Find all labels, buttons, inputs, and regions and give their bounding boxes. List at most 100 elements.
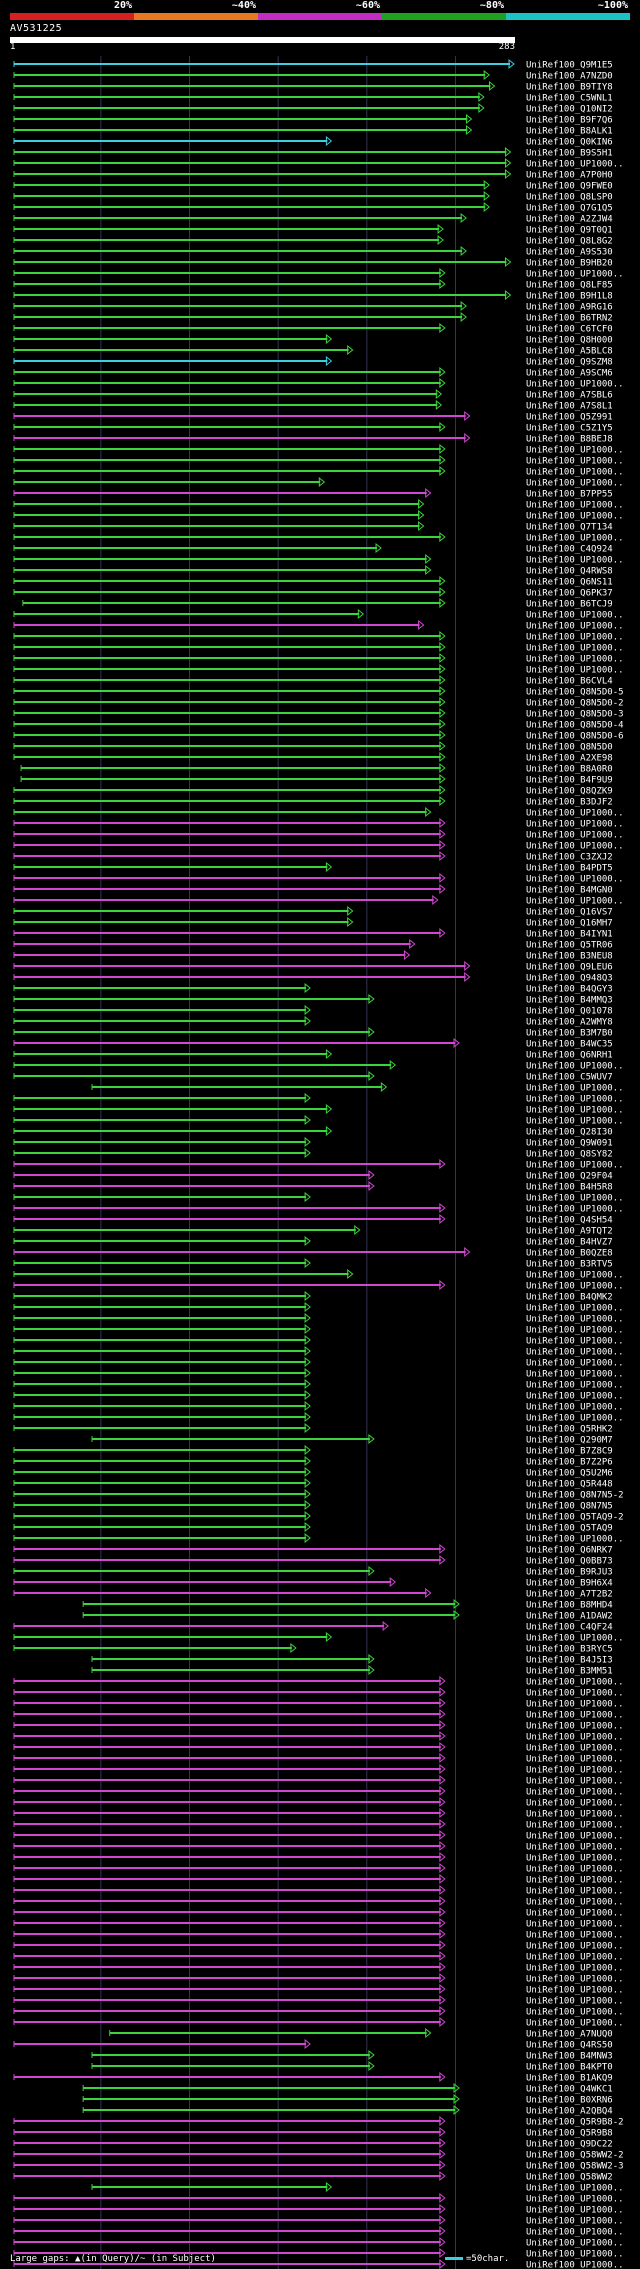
hit-row[interactable]: UniRef100_Q4WKC1: [82, 2082, 613, 2095]
hit-label[interactable]: UniRef100_UP1000..: [526, 457, 624, 467]
hit-label[interactable]: UniRef100_Q9M1E5: [526, 61, 613, 71]
hit-label[interactable]: UniRef100_C3ZXJ2: [526, 853, 613, 863]
hit-label[interactable]: UniRef100_Q5R9B8: [526, 2129, 613, 2139]
hit-label[interactable]: UniRef100_Q01078: [526, 1007, 613, 1017]
hit-row[interactable]: UniRef100_B4MGN0: [13, 883, 613, 896]
hit-label[interactable]: UniRef100_B0QZE8: [526, 1249, 613, 1259]
hit-label[interactable]: UniRef100_B9HB20: [526, 259, 613, 269]
hit-row[interactable]: UniRef100_UP1000..: [13, 1972, 624, 1985]
hit-row[interactable]: UniRef100_C5WUV7: [13, 1070, 613, 1083]
hit-label[interactable]: UniRef100_Q4RWS8: [526, 567, 613, 577]
hit-row[interactable]: UniRef100_UP1000..: [13, 2192, 624, 2205]
hit-row[interactable]: UniRef100_Q5R9B8: [13, 2126, 613, 2139]
hit-row[interactable]: UniRef100_UP1000..: [13, 1807, 624, 1820]
hit-row[interactable]: UniRef100_UP1000..: [13, 663, 624, 676]
hit-row[interactable]: UniRef100_Q8L8G2: [13, 234, 613, 247]
hit-label[interactable]: UniRef100_Q58WW2: [526, 2173, 613, 2183]
hit-label[interactable]: UniRef100_B3NEU8: [526, 952, 613, 962]
hit-row[interactable]: UniRef100_B9TIY8: [13, 80, 613, 93]
hit-row[interactable]: UniRef100_UP1000..: [91, 2181, 624, 2194]
hit-label[interactable]: UniRef100_B4F9U9: [526, 776, 613, 786]
hit-label[interactable]: UniRef100_A7T2B2: [526, 1590, 613, 1600]
hit-label[interactable]: UniRef100_B8ALK1: [526, 127, 613, 137]
hit-label[interactable]: UniRef100_Q5TAQ9-2: [526, 1513, 624, 1523]
hit-label[interactable]: UniRef100_UP1000..: [526, 2008, 624, 2018]
hit-row[interactable]: UniRef100_Q10NI2: [13, 102, 613, 115]
hit-label[interactable]: UniRef100_UP1000..: [526, 1931, 624, 1941]
hit-row[interactable]: UniRef100_UP1000..: [13, 2236, 624, 2249]
hit-row[interactable]: UniRef100_Q0KIN6: [13, 135, 613, 148]
hit-row[interactable]: UniRef100_B8MHD4: [82, 1598, 613, 1611]
hit-label[interactable]: UniRef100_UP1000..: [526, 644, 624, 654]
hit-label[interactable]: UniRef100_A7P0H0: [526, 171, 613, 181]
hit-row[interactable]: UniRef100_B9H6X4: [13, 1576, 613, 1589]
hit-row[interactable]: UniRef100_Q8N5D0-2: [13, 696, 624, 709]
hit-row[interactable]: UniRef100_Q29F04: [13, 1169, 613, 1182]
hit-label[interactable]: UniRef100_UP1000..: [526, 1942, 624, 1952]
hit-row[interactable]: UniRef100_UP1000..: [13, 1708, 624, 1721]
hit-label[interactable]: UniRef100_Q0BB73: [526, 1557, 613, 1567]
hit-label[interactable]: UniRef100_UP1000..: [526, 655, 624, 665]
hit-row[interactable]: UniRef100_UP1000..: [13, 1774, 624, 1787]
hit-label[interactable]: UniRef100_Q7T134: [526, 523, 613, 533]
hit-row[interactable]: UniRef100_UP1000..: [13, 1631, 624, 1644]
hit-label[interactable]: UniRef100_Q8LSP0: [526, 193, 613, 203]
hit-row[interactable]: UniRef100_UP1000..: [13, 608, 624, 621]
hit-row[interactable]: UniRef100_UP1000..: [13, 1917, 624, 1930]
hit-row[interactable]: UniRef100_Q5U2M6: [13, 1466, 613, 1479]
hit-row[interactable]: UniRef100_UP1000..: [13, 1202, 624, 1215]
hit-row[interactable]: UniRef100_B1AKQ9: [13, 2071, 613, 2084]
hit-row[interactable]: UniRef100_A9S530: [13, 245, 613, 258]
hit-row[interactable]: UniRef100_UP1000..: [13, 2214, 624, 2227]
hit-row[interactable]: UniRef100_Q9SZM8: [13, 355, 613, 368]
hit-row[interactable]: UniRef100_Q8N7N5: [13, 1499, 613, 1512]
hit-label[interactable]: UniRef100_B4J5I3: [526, 1656, 613, 1666]
hit-label[interactable]: UniRef100_UP1000..: [526, 1898, 624, 1908]
hit-row[interactable]: UniRef100_UP1000..: [13, 553, 624, 566]
hit-label[interactable]: UniRef100_UP1000..: [526, 1348, 624, 1358]
hit-label[interactable]: UniRef100_Q8L8G2: [526, 237, 613, 247]
hit-label[interactable]: UniRef100_UP1000..: [526, 2206, 624, 2216]
hit-label[interactable]: UniRef100_Q10NI2: [526, 105, 613, 115]
hit-label[interactable]: UniRef100_Q4RS50: [526, 2041, 613, 2051]
hit-label[interactable]: UniRef100_B4WC35: [526, 1040, 613, 1050]
hit-row[interactable]: UniRef100_UP1000..: [13, 872, 624, 885]
hit-row[interactable]: UniRef100_Q16VS7: [13, 905, 613, 918]
hit-label[interactable]: UniRef100_UP1000..: [526, 1359, 624, 1369]
hit-label[interactable]: UniRef100_C5WUV7: [526, 1073, 613, 1083]
hit-row[interactable]: UniRef100_UP1000..: [13, 2258, 624, 2269]
hit-row[interactable]: UniRef100_UP1000..: [13, 1796, 624, 1809]
hit-label[interactable]: UniRef100_UP1000..: [526, 1964, 624, 1974]
hit-label[interactable]: UniRef100_A9S530: [526, 248, 613, 258]
hit-label[interactable]: UniRef100_UP1000..: [526, 831, 624, 841]
hit-label[interactable]: UniRef100_UP1000..: [526, 1634, 624, 1644]
hit-label[interactable]: UniRef100_A5BLC8: [526, 347, 613, 357]
hit-label[interactable]: UniRef100_Q58WW2-2: [526, 2151, 624, 2161]
hit-row[interactable]: UniRef100_B3RYC5: [13, 1642, 613, 1655]
hit-label[interactable]: UniRef100_B4MNW3: [526, 2052, 613, 2062]
hit-row[interactable]: UniRef100_Q290M7: [91, 1433, 613, 1446]
hit-label[interactable]: UniRef100_UP1000..: [526, 556, 624, 566]
hit-label[interactable]: UniRef100_B8MHD4: [526, 1601, 613, 1611]
hit-label[interactable]: UniRef100_UP1000..: [526, 1876, 624, 1886]
hit-row[interactable]: UniRef100_UP1000..: [13, 1851, 624, 1864]
hit-row[interactable]: UniRef100_Q9LEU6: [13, 960, 613, 973]
hit-label[interactable]: UniRef100_Q6NS11: [526, 578, 613, 588]
hit-label[interactable]: UniRef100_B8BEJ8: [526, 435, 613, 445]
hit-row[interactable]: UniRef100_UP1000..: [13, 1114, 624, 1127]
hit-label[interactable]: UniRef100_B6CVL4: [526, 677, 613, 687]
hit-label[interactable]: UniRef100_UP1000..: [526, 1777, 624, 1787]
hit-row[interactable]: UniRef100_Q8N5D0-3: [13, 707, 624, 720]
hit-row[interactable]: UniRef100_B8A0R0: [20, 762, 613, 775]
hit-label[interactable]: UniRef100_Q58WW2-3: [526, 2162, 624, 2172]
hit-row[interactable]: UniRef100_UP1000..: [13, 1532, 624, 1545]
hit-label[interactable]: UniRef100_Q8N5D0-3: [526, 710, 624, 720]
hit-row[interactable]: UniRef100_B4IYN1: [13, 927, 613, 940]
hit-row[interactable]: UniRef100_UP1000..: [13, 1059, 624, 1072]
hit-row[interactable]: UniRef100_UP1000..: [13, 1906, 624, 1919]
hit-label[interactable]: UniRef100_Q5R9B8-2: [526, 2118, 624, 2128]
hit-row[interactable]: UniRef100_UP1000..: [13, 1862, 624, 1875]
hit-row[interactable]: UniRef100_UP1000..: [13, 619, 624, 632]
hit-label[interactable]: UniRef100_B3M7B0: [526, 1029, 613, 1039]
hit-label[interactable]: UniRef100_Q8SY82: [526, 1150, 613, 1160]
